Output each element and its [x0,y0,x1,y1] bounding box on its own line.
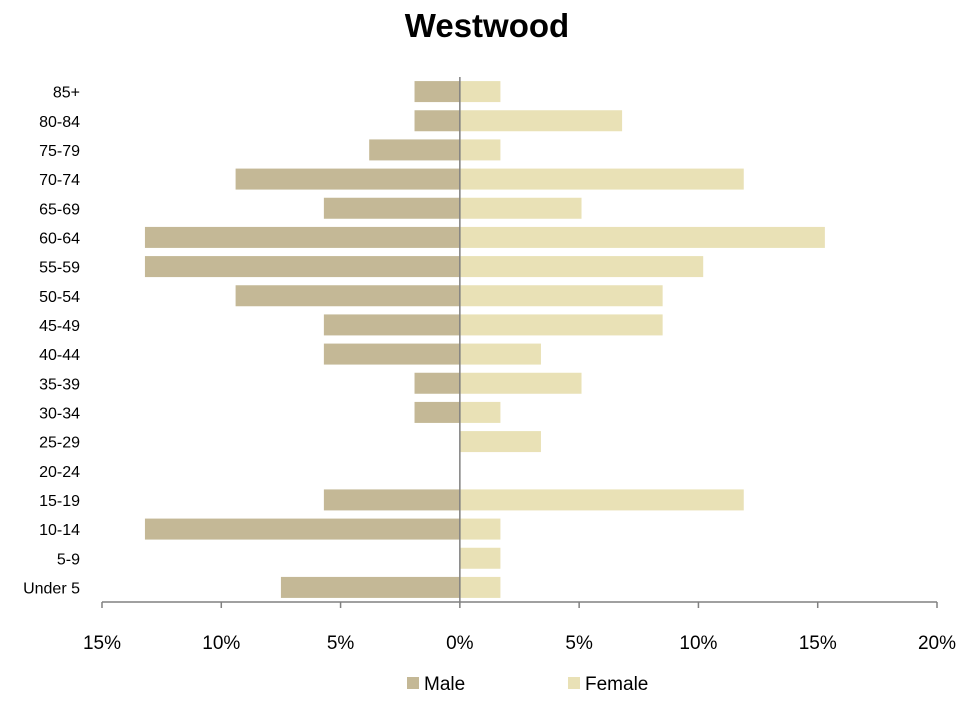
x-tick-label: 15% [83,633,121,654]
legend-label-female: Female [585,674,648,695]
category-label: Under 5 [23,580,80,597]
x-tick-label: 5% [565,633,593,654]
category-label: 65-69 [39,201,80,218]
x-tick-label: 20% [918,633,956,654]
bar-male-85- [414,81,460,103]
bar-female-45-49 [459,314,663,336]
category-labels: 85+ 80-84 75-79 70-74 65-69 60-64 55-59 50-54 45… [23,85,80,598]
bar-male-30-34 [414,401,460,423]
bar-female-under-5 [459,576,501,598]
bar-female-55-59 [459,256,704,278]
bar-female-10-14 [459,518,501,540]
bar-male-65-69 [323,197,460,219]
legend-label-male: Male [424,674,465,695]
bar-male-55-59 [144,256,460,278]
category-label: 30-34 [39,405,80,422]
bar-male-10-14 [144,518,460,540]
category-label: 80-84 [39,114,80,131]
category-label: 15-19 [39,493,80,510]
category-label: 50-54 [39,289,80,306]
legend-swatch-female [568,677,580,689]
x-axis: 15% 10% 5% 0% 5% 10% 15% 20% [83,77,956,654]
x-tick-label: 0% [446,633,474,654]
bar-female-50-54 [459,285,663,307]
bar-female-25-29 [459,431,541,453]
bar-female-30-34 [459,401,501,423]
bar-male-60-64 [144,226,460,248]
bar-male-45-49 [323,314,460,336]
category-label: 45-49 [39,318,80,335]
x-tick-label: 5% [327,633,355,654]
x-tick-label: 10% [202,633,240,654]
bar-female-80-84 [459,110,623,132]
bar-male-80-84 [414,110,460,132]
category-label: 75-79 [39,143,80,160]
category-label: 85+ [53,85,80,102]
category-label: 25-29 [39,435,80,452]
category-label: 5-9 [57,551,80,568]
legend: Male Female [407,674,648,695]
category-label: 70-74 [39,172,80,189]
bar-female-5-9 [459,547,501,569]
bar-male-50-54 [235,285,460,307]
chart-title: Westwood [405,7,569,44]
bar-male-40-44 [323,343,460,365]
bar-female-75-79 [459,139,501,161]
legend-swatch-male [407,677,419,689]
bar-female-65-69 [459,197,582,219]
bar-male-under-5 [280,576,460,598]
bar-female-85- [459,81,501,103]
category-label: 60-64 [39,230,80,247]
x-tick-label: 15% [799,633,837,654]
category-label: 35-39 [39,376,80,393]
category-label: 10-14 [39,522,80,539]
bar-female-35-39 [459,372,582,394]
bar-male-35-39 [414,372,460,394]
category-label: 55-59 [39,260,80,277]
bar-female-60-64 [459,226,825,248]
bar-male-75-79 [369,139,460,161]
bar-female-40-44 [459,343,541,365]
x-tick-label: 10% [679,633,717,654]
bar-male-15-19 [323,489,460,511]
category-label: 40-44 [39,347,80,364]
category-label: 20-24 [39,464,80,481]
bar-female-70-74 [459,168,744,190]
bar-female-15-19 [459,489,744,511]
bar-male-70-74 [235,168,460,190]
bars-layer [144,81,825,598]
